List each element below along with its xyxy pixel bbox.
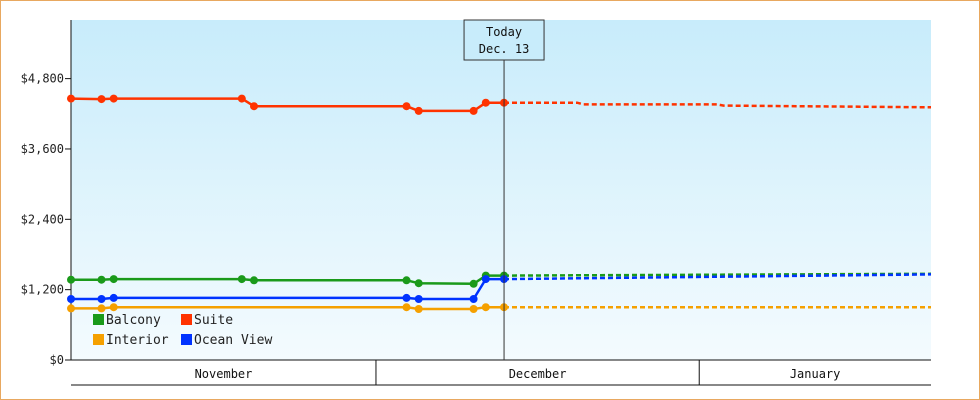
data-point	[109, 275, 118, 284]
today-box	[463, 19, 545, 61]
legend-swatch	[181, 314, 192, 325]
x-axis: November December January	[71, 359, 931, 386]
legend-swatch	[93, 334, 104, 345]
data-point	[414, 106, 423, 115]
today-date: Dec. 13	[479, 42, 530, 56]
legend-label: Balcony	[106, 313, 161, 328]
y-tick-label: $0	[50, 353, 64, 367]
series-forecast-line	[504, 101, 932, 109]
series-ocean-view	[67, 273, 932, 303]
data-point	[469, 106, 478, 115]
today-marker: Today Dec. 13	[463, 19, 545, 360]
today-label: Today	[486, 25, 522, 39]
data-point	[237, 94, 246, 103]
series-line	[71, 274, 504, 286]
data-point	[469, 305, 478, 313]
data-point	[481, 303, 490, 312]
data-point	[402, 276, 411, 285]
data-point	[67, 304, 75, 313]
data-point	[402, 102, 411, 111]
data-point	[67, 295, 75, 303]
data-point	[414, 279, 423, 288]
data-point	[109, 94, 118, 103]
month-label: November	[195, 367, 253, 381]
data-point	[469, 279, 478, 288]
data-point	[414, 295, 423, 303]
data-point	[67, 275, 75, 284]
data-point	[250, 276, 258, 285]
data-point	[97, 95, 106, 104]
legend-label: Ocean View	[194, 333, 272, 348]
data-point	[97, 304, 106, 313]
legend-label: Interior	[106, 333, 169, 348]
series-forecast-line	[503, 273, 932, 281]
data-point	[67, 94, 75, 103]
series-suite	[67, 94, 932, 115]
month-label: January	[790, 367, 841, 381]
y-axis: $0 $1,200 $2,400 $3,600 $4,800	[21, 20, 72, 367]
legend-swatch	[93, 314, 104, 325]
y-tick-label: $2,400	[21, 212, 64, 226]
data-point	[97, 275, 106, 284]
data-point	[469, 295, 478, 303]
data-point	[414, 305, 423, 313]
data-point	[97, 295, 106, 303]
data-point	[109, 303, 118, 312]
legend: Balcony Suite Interior Ocean View	[93, 313, 272, 348]
data-point	[109, 293, 118, 302]
series-layer	[67, 94, 932, 313]
data-point	[481, 98, 490, 107]
legend-swatch	[181, 334, 192, 345]
data-point	[237, 275, 246, 284]
plot-area	[71, 20, 931, 360]
y-tick-label: $3,600	[21, 142, 64, 156]
data-point	[402, 293, 411, 302]
y-tick-label: $4,800	[21, 72, 64, 86]
data-point	[250, 102, 258, 111]
data-point	[481, 275, 490, 284]
month-label: December	[509, 367, 567, 381]
series-interior	[67, 303, 931, 313]
y-tick-label: $1,200	[21, 283, 64, 297]
series-line	[70, 97, 504, 113]
data-point	[402, 303, 411, 312]
legend-label: Suite	[194, 313, 233, 328]
